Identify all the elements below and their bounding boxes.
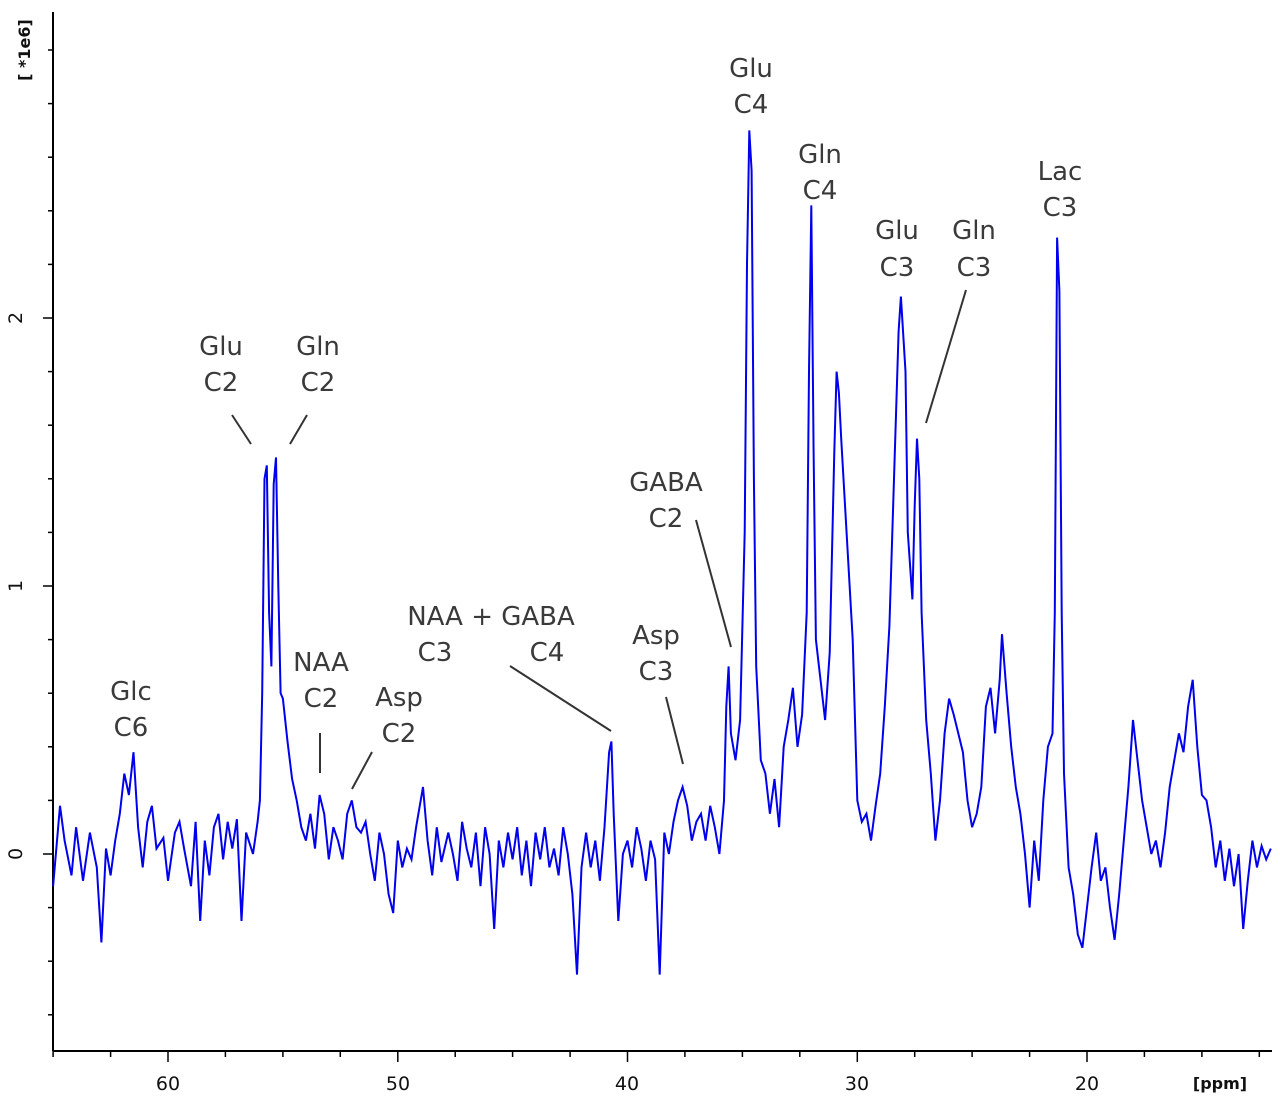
annotation-glu-c2: Glu C2 — [199, 332, 252, 445]
annotation-gln-c3: Gln C3 — [925, 216, 996, 424]
annotation-gln-c3-line1: Gln — [952, 216, 996, 246]
annotation-naa-gaba: NAA + GABA C3 C4 — [407, 602, 612, 732]
annotation-gln-c4: Gln C4 — [798, 140, 842, 206]
peak-annotations: Glc C6 Glu C2 Gln C2 NAA C2 Asp C2 NAA +… — [110, 54, 1083, 790]
annotation-glu-c4-line1: Glu — [729, 54, 773, 84]
x-tick-label-40: 40 — [615, 1073, 639, 1095]
annotation-asp-c3-line1: Asp — [632, 621, 680, 651]
annotation-naa-gaba-line2b: C4 — [530, 638, 565, 668]
annotation-gaba-c2-line1: GABA — [629, 468, 703, 498]
annotation-gln-c4-line2: C4 — [803, 176, 838, 206]
annotation-gln-c2-leader — [289, 414, 308, 445]
annotation-asp-c2-line1: Asp — [375, 683, 423, 713]
annotation-gaba-c2-line2: C2 — [649, 504, 684, 534]
x-tick-label-30: 30 — [845, 1073, 869, 1095]
annotation-naa-c2: NAA C2 — [293, 648, 349, 773]
y-axis-label: [ *1e6] — [15, 19, 34, 81]
x-axis-label: [ppm] — [1193, 1074, 1247, 1093]
annotation-glu-c2-line1: Glu — [199, 332, 243, 362]
annotation-glu-c2-leader — [231, 414, 252, 445]
annotation-asp-c3-leader — [665, 696, 684, 765]
x-axis-ticks — [52, 1051, 1261, 1062]
annotation-lac-c3-line2: C3 — [1043, 193, 1078, 223]
annotation-glc-c6-line1: Glc — [110, 677, 152, 707]
y-axis-ticks — [43, 49, 53, 1016]
spectrum-line — [52, 130, 1272, 975]
annotation-gln-c3-line2: C3 — [957, 253, 992, 283]
annotation-naa-c2-line2: C2 — [304, 684, 339, 714]
annotation-glu-c3-line2: C3 — [880, 253, 915, 283]
annotation-asp-c2-line2: C2 — [382, 719, 417, 749]
annotation-naa-gaba-line2a: C3 — [418, 638, 453, 668]
annotation-gln-c2-line1: Gln — [296, 332, 340, 362]
y-tick-label-0: 0 — [5, 848, 27, 860]
annotation-glc-c6-line2: C6 — [114, 713, 149, 743]
annotation-glu-c4-line2: C4 — [734, 90, 769, 120]
annotation-naa-gaba-line1: NAA + GABA — [407, 602, 575, 632]
annotation-asp-c2: Asp C2 — [351, 683, 423, 790]
annotation-lac-c3-line1: Lac — [1038, 157, 1083, 187]
annotation-asp-c2-leader — [351, 751, 373, 790]
annotation-asp-c3-line2: C3 — [639, 657, 674, 687]
annotation-lac-c3: Lac C3 — [1038, 157, 1083, 223]
annotation-gln-c3-leader — [925, 289, 967, 424]
x-tick-label-20: 20 — [1075, 1073, 1099, 1095]
x-tick-label-60: 60 — [156, 1073, 180, 1095]
annotation-glc-c6: Glc C6 — [110, 677, 152, 743]
annotation-glu-c2-line2: C2 — [204, 368, 239, 398]
y-tick-label-2: 2 — [5, 312, 27, 324]
y-tick-label-1: 1 — [5, 580, 27, 592]
annotation-naa-gaba-leader — [509, 665, 612, 732]
annotation-gln-c2-line2: C2 — [301, 368, 336, 398]
annotation-glu-c3: Glu C3 — [875, 216, 919, 283]
annotation-gln-c2: Gln C2 — [289, 332, 340, 445]
x-tick-label-50: 50 — [386, 1073, 410, 1095]
annotation-glu-c3-line1: Glu — [875, 216, 919, 246]
annotation-gaba-c2-leader — [695, 519, 732, 648]
annotation-naa-c2-line1: NAA — [293, 648, 349, 678]
annotation-gln-c4-line1: Gln — [798, 140, 842, 170]
annotation-asp-c3: Asp C3 — [632, 621, 684, 765]
annotation-glu-c4: Glu C4 — [729, 54, 773, 120]
annotation-gaba-c2: GABA C2 — [629, 468, 732, 648]
